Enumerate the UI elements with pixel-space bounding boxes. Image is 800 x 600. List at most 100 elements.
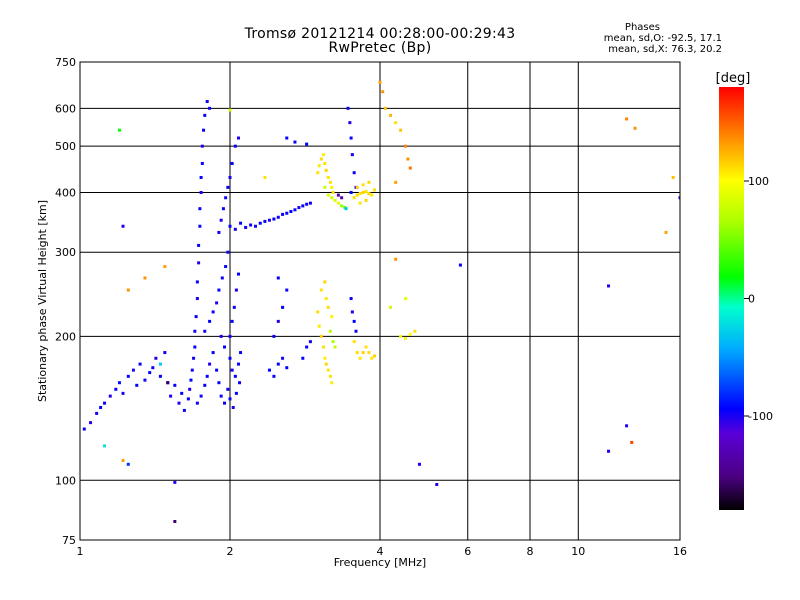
data-point bbox=[350, 310, 354, 314]
data-point bbox=[289, 210, 293, 214]
data-point bbox=[205, 374, 209, 378]
data-point bbox=[211, 351, 215, 355]
data-points bbox=[82, 80, 680, 523]
data-point bbox=[272, 217, 276, 221]
data-point bbox=[224, 196, 228, 200]
data-point bbox=[239, 351, 243, 355]
data-point bbox=[323, 356, 327, 360]
data-point bbox=[199, 190, 203, 194]
y-tick-label: 600 bbox=[55, 102, 76, 115]
data-point bbox=[389, 305, 393, 309]
data-point bbox=[224, 265, 228, 269]
data-point bbox=[364, 345, 368, 349]
data-point bbox=[413, 329, 417, 333]
data-point bbox=[253, 224, 257, 228]
data-point bbox=[373, 354, 377, 358]
data-point bbox=[236, 136, 240, 140]
data-point bbox=[336, 201, 340, 205]
data-point bbox=[198, 224, 202, 228]
data-point bbox=[330, 315, 334, 319]
data-point bbox=[281, 212, 285, 216]
chart-subtitle: RwPretec (Bp) bbox=[328, 40, 432, 56]
data-point bbox=[321, 345, 325, 349]
chart-title: Tromsø 20121214 00:28:00-00:29:43 bbox=[244, 26, 516, 42]
data-point bbox=[217, 381, 221, 385]
data-point bbox=[126, 462, 130, 466]
data-point bbox=[192, 356, 196, 360]
data-point bbox=[228, 397, 232, 401]
colorbar-tick-label: -100 bbox=[748, 410, 773, 423]
data-point bbox=[316, 171, 320, 175]
colorbar-label: [deg] bbox=[716, 71, 751, 86]
data-point bbox=[346, 106, 350, 110]
data-point bbox=[323, 161, 327, 165]
data-point bbox=[354, 329, 358, 333]
data-point bbox=[231, 405, 235, 409]
x-tick-label: 2 bbox=[227, 545, 234, 558]
data-point bbox=[244, 225, 248, 229]
data-point bbox=[330, 381, 334, 385]
y-tick-label: 300 bbox=[55, 246, 76, 259]
grid-lines bbox=[80, 62, 680, 540]
data-point bbox=[199, 175, 203, 179]
data-point bbox=[340, 204, 344, 208]
x-axis-label: Frequency [MHz] bbox=[334, 556, 426, 569]
data-point bbox=[219, 218, 223, 222]
data-point bbox=[95, 411, 99, 415]
data-point bbox=[223, 345, 227, 349]
x-tick-label: 10 bbox=[571, 545, 585, 558]
y-tick-label: 400 bbox=[55, 186, 76, 199]
data-point bbox=[285, 366, 289, 370]
data-point bbox=[276, 319, 280, 323]
data-point bbox=[173, 519, 177, 523]
data-point bbox=[234, 288, 238, 292]
data-point bbox=[352, 319, 356, 323]
x-axis-ticks: 1 2 4 6 8 10 16 bbox=[77, 545, 688, 558]
data-point bbox=[367, 180, 371, 184]
data-point bbox=[607, 284, 611, 288]
data-point bbox=[126, 288, 130, 292]
x-tick-label: 1 bbox=[77, 545, 84, 558]
data-point bbox=[163, 265, 167, 269]
data-point bbox=[344, 207, 348, 211]
data-point bbox=[348, 121, 352, 125]
data-point bbox=[272, 334, 276, 338]
data-point bbox=[121, 224, 125, 228]
data-point bbox=[117, 381, 121, 385]
data-point bbox=[373, 188, 377, 192]
data-point bbox=[234, 391, 238, 395]
data-point bbox=[151, 366, 155, 370]
data-point bbox=[158, 362, 162, 366]
data-point bbox=[203, 329, 207, 333]
data-point bbox=[308, 201, 312, 205]
data-point bbox=[361, 183, 365, 187]
data-point bbox=[189, 378, 193, 382]
data-point bbox=[358, 201, 362, 205]
data-point bbox=[355, 193, 359, 197]
data-point bbox=[316, 310, 320, 314]
data-point bbox=[217, 230, 221, 234]
data-point bbox=[126, 374, 130, 378]
data-point bbox=[103, 401, 107, 405]
data-point bbox=[607, 449, 611, 453]
data-point bbox=[408, 166, 412, 170]
phases-heading: Phases bbox=[624, 22, 660, 33]
data-point bbox=[193, 345, 197, 349]
data-point bbox=[285, 211, 289, 215]
x-tick-label: 4 bbox=[377, 545, 384, 558]
data-point bbox=[340, 196, 344, 200]
data-point bbox=[394, 180, 398, 184]
x-tick-label: 8 bbox=[527, 545, 534, 558]
data-point bbox=[195, 401, 199, 405]
data-point bbox=[117, 128, 121, 132]
data-point bbox=[108, 394, 112, 398]
data-point bbox=[305, 202, 309, 206]
data-point bbox=[328, 180, 332, 184]
data-point bbox=[195, 280, 199, 284]
y-tick-label: 200 bbox=[55, 330, 76, 343]
data-point bbox=[180, 391, 184, 395]
data-point bbox=[138, 362, 142, 366]
data-point bbox=[328, 329, 332, 333]
data-point bbox=[197, 261, 201, 265]
